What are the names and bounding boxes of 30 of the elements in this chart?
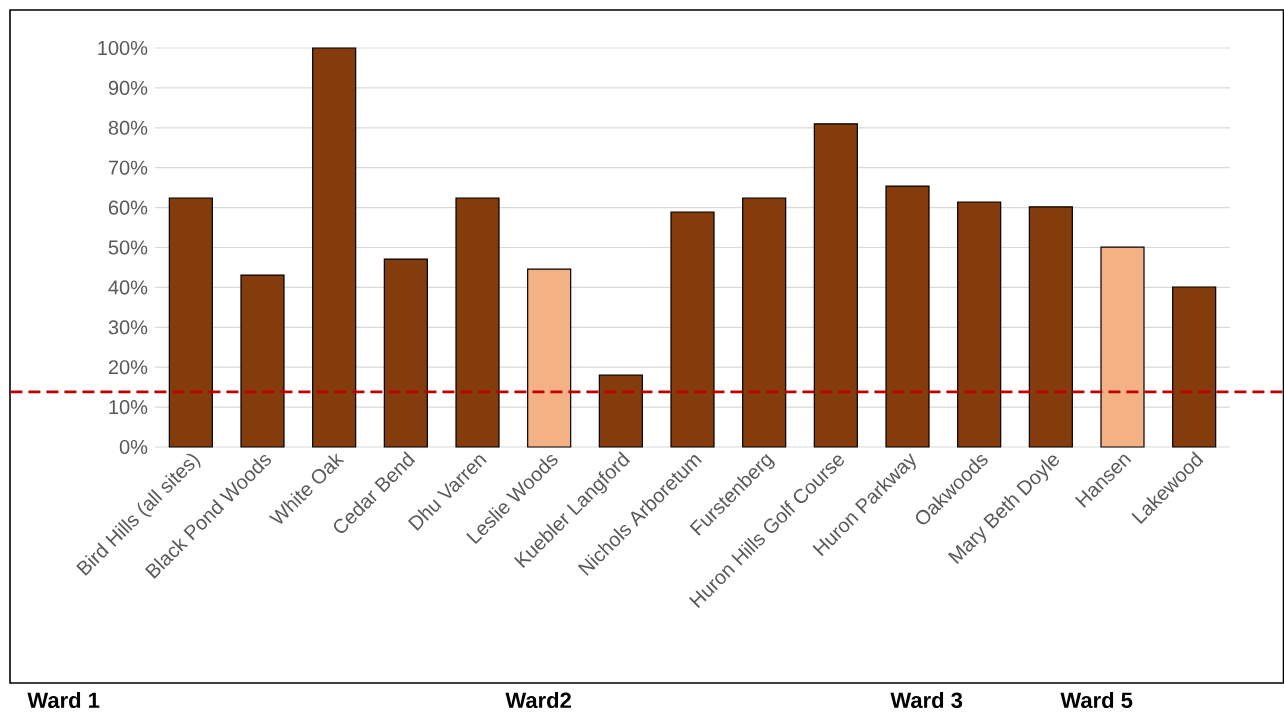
bar: [383, 258, 428, 448]
y-tick-label: 0%: [119, 439, 148, 455]
y-tick-label: 90%: [108, 80, 148, 95]
y-tick-label: 100%: [98, 40, 148, 56]
bar: [1172, 286, 1217, 448]
bar: [742, 197, 787, 448]
y-tick-label: 20%: [108, 360, 148, 375]
y-tick-label: 10%: [109, 400, 148, 415]
bar: [598, 374, 643, 448]
bar: [240, 274, 285, 448]
bar: [1028, 206, 1073, 448]
y-tick-label: 60%: [108, 200, 148, 215]
bar: [1100, 246, 1145, 448]
y-tick-label: 70%: [108, 160, 148, 175]
bar: [813, 123, 858, 448]
text: Ward 5: [1060, 691, 1133, 709]
bar: [885, 185, 930, 448]
y-tick-label: 40%: [108, 280, 148, 295]
bar: [957, 201, 1002, 448]
bar: [527, 268, 572, 448]
y-tick-label: 50%: [108, 240, 148, 255]
text: Ward 1: [27, 691, 100, 709]
y-tick-label: 80%: [108, 120, 148, 135]
text: Ward 3: [890, 691, 963, 709]
bar: [168, 197, 213, 448]
bar: [455, 197, 500, 448]
text: Ward2: [505, 691, 571, 709]
y-tick-label: 30%: [108, 320, 148, 335]
bar: [670, 211, 715, 448]
bar: [312, 47, 357, 448]
